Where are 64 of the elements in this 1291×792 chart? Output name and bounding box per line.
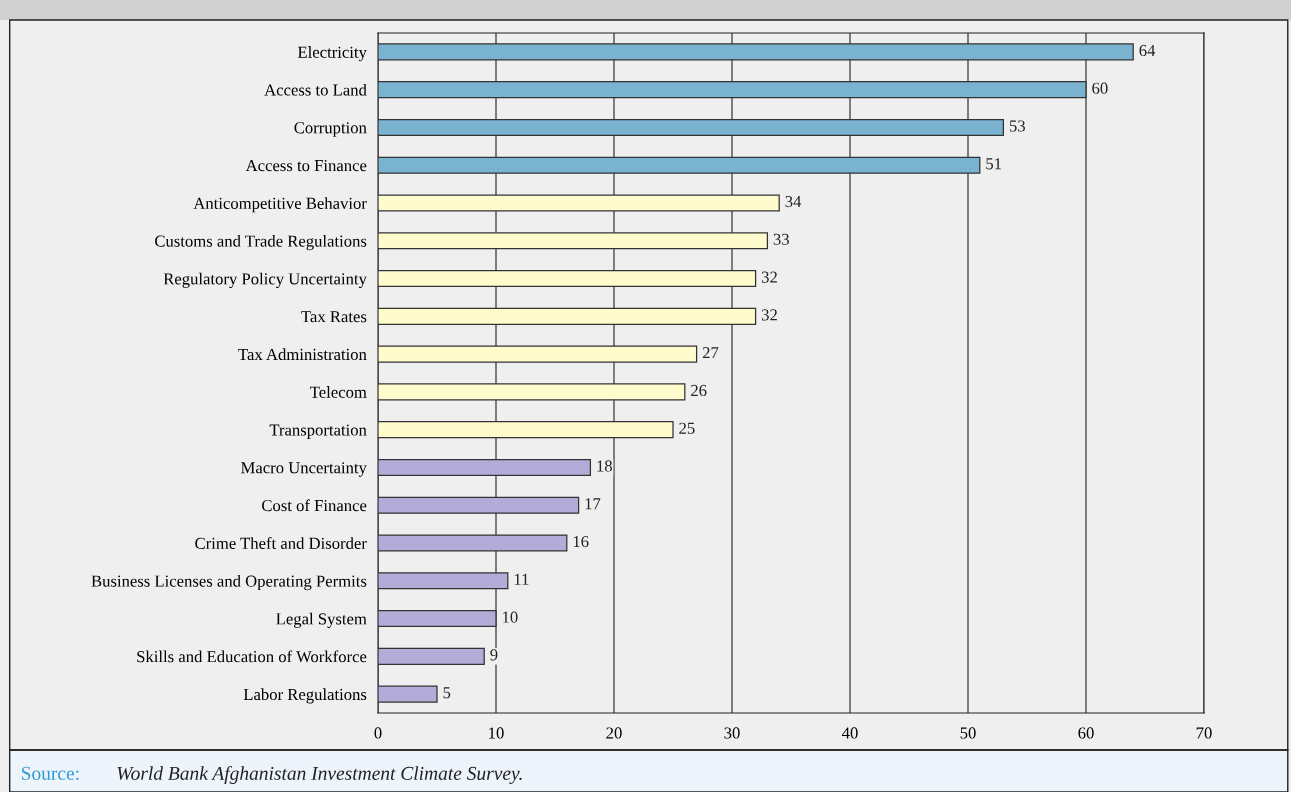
source-note: Source: — [21, 766, 79, 780]
bar — [378, 269, 757, 288]
bar — [378, 383, 686, 401]
y-tick-label: Tax Rates — [301, 311, 367, 323]
y-tick-label: Telecom — [310, 386, 367, 398]
bar — [378, 194, 780, 212]
y-tick-label: Cost of Finance — [262, 499, 367, 512]
x-tick-label: 30 — [724, 727, 740, 739]
bar — [378, 156, 981, 174]
x-tick-label: 40 — [841, 727, 858, 739]
y-tick-label: Crime Theft and Disorder — [195, 537, 367, 549]
data-label: 33 — [773, 233, 789, 245]
y-tick-label: Transportation — [269, 424, 367, 439]
x-tick-label: 50 — [960, 727, 976, 739]
data-label: 51 — [986, 158, 1002, 170]
data-label: 64 — [1139, 44, 1156, 57]
y-tick-label: Access to Finance — [245, 159, 367, 172]
data-label: 53 — [1009, 120, 1025, 132]
bar — [378, 345, 698, 363]
bar — [378, 81, 1087, 99]
y-tick-label: Corruption — [294, 122, 367, 137]
data-label: 11 — [514, 573, 529, 585]
bar — [378, 118, 1005, 137]
y-tick-label: Access to Land — [264, 83, 367, 96]
bar — [378, 609, 497, 628]
bar — [378, 534, 568, 552]
y-tick-label: Skills and Education of Workforce — [137, 650, 367, 663]
bar — [378, 572, 509, 590]
y-tick-label: Regulatory Policy Uncertainty — [163, 272, 367, 288]
x-tick-label: 20 — [606, 727, 622, 739]
y-tick-label: Macro Uncertainty — [241, 462, 367, 477]
x-tick-label: 70 — [1196, 727, 1212, 739]
bar — [378, 232, 769, 250]
y-tick-label: Customs and Trade Regulations — [155, 235, 367, 251]
data-label: 27 — [702, 347, 719, 359]
data-label: 32 — [761, 309, 777, 321]
data-label: 25 — [679, 422, 695, 434]
bar — [378, 43, 1134, 61]
y-tick-label: Labor Regulations — [243, 688, 367, 704]
data-label: 60 — [1092, 82, 1108, 94]
bar — [378, 421, 674, 439]
bar — [378, 685, 438, 703]
bar — [378, 496, 580, 514]
x-tick-label: 60 — [1078, 727, 1094, 739]
y-tick-label: Tax Administration — [238, 348, 367, 361]
data-label: 16 — [573, 535, 589, 548]
data-label: 32 — [761, 271, 777, 283]
y-tick-label: Anticompetitive Behavior — [193, 197, 367, 213]
y-tick-label: Legal System — [276, 612, 367, 628]
data-label: 10 — [503, 611, 518, 623]
data-label: 5 — [443, 687, 451, 699]
x-tick-label: 10 — [489, 727, 504, 739]
data-label: 26 — [691, 384, 707, 397]
text: World Bank Afghanistan Investment Climate Survey. — [117, 766, 522, 784]
bar — [378, 307, 757, 325]
data-label: 34 — [785, 195, 802, 208]
data-label: 17 — [585, 498, 601, 510]
x-tick-label: 0 — [374, 727, 382, 739]
data-label: 18 — [597, 460, 612, 472]
y-tick-label: Business Licenses and Operating Permits — [91, 575, 367, 591]
y-tick-label: Electricity — [297, 46, 367, 62]
bar — [378, 647, 485, 665]
bar — [378, 458, 592, 477]
data-label: 9 — [490, 649, 498, 661]
